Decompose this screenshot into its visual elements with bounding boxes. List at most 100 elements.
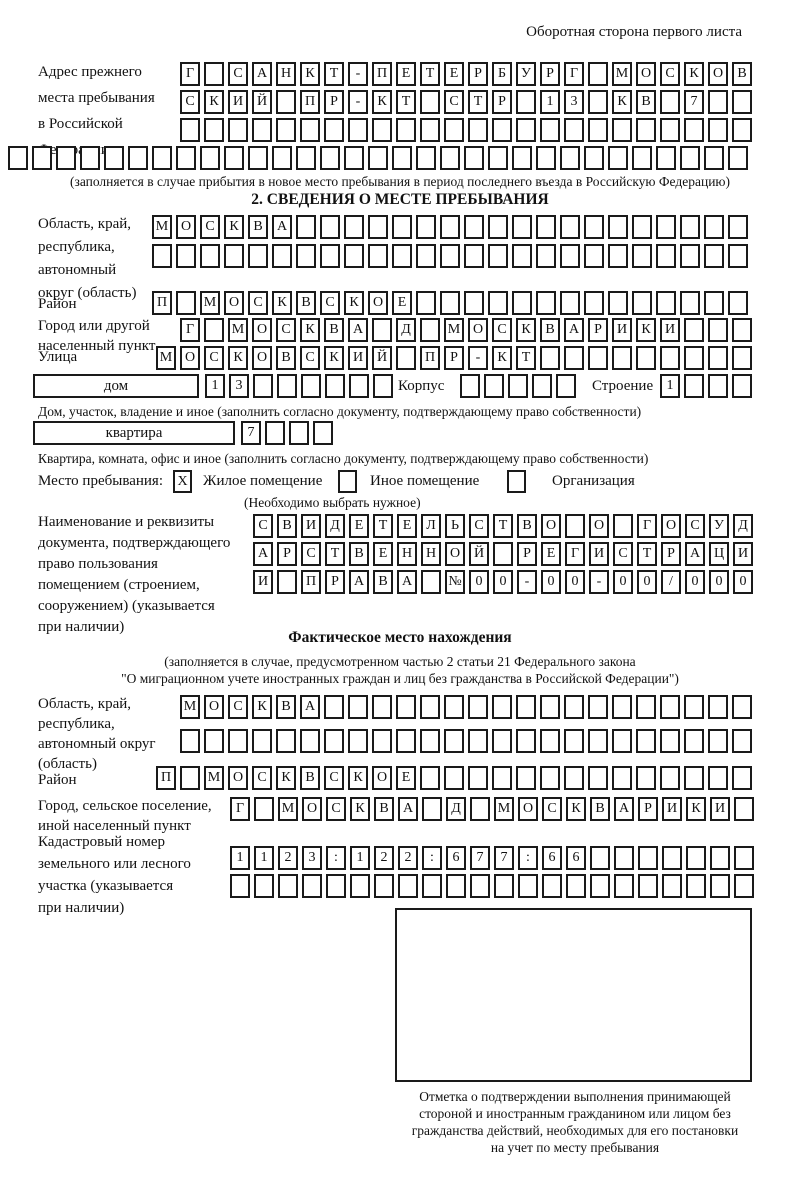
char-cell: К <box>684 62 704 86</box>
char-cell: К <box>566 797 586 821</box>
char-cell: 1 <box>660 374 680 398</box>
char-cell <box>228 729 248 753</box>
char-cell <box>444 695 464 719</box>
char-cell: В <box>590 797 610 821</box>
char-cell: 0 <box>565 570 585 594</box>
document-label-line1: Наименование и реквизиты <box>38 514 215 530</box>
char-cell <box>320 215 340 239</box>
char-cell <box>612 695 632 719</box>
char-cell <box>265 421 285 445</box>
char-cell: : <box>326 846 346 870</box>
char-cell <box>684 695 704 719</box>
char-cell: О <box>708 62 728 86</box>
char-cell <box>296 146 316 170</box>
char-cell: Г <box>564 62 584 86</box>
stamp-caption-line2: стороной и иностранным гражданином или л… <box>419 1106 731 1121</box>
char-cell: О <box>589 514 609 538</box>
char-cell <box>204 318 224 342</box>
char-cell <box>416 291 436 315</box>
char-cell <box>272 146 292 170</box>
char-cell <box>636 766 656 790</box>
char-cell: К <box>492 346 512 370</box>
option-organizatsiya-label: Организация <box>552 473 635 489</box>
settlement-label-line1: Город, сельское поселение, <box>38 798 212 814</box>
char-cell <box>704 244 724 268</box>
char-cell: Г <box>637 514 657 538</box>
char-cell: Т <box>493 514 513 538</box>
char-cell: С <box>252 766 272 790</box>
char-cell: О <box>302 797 322 821</box>
stay-place-label: Место пребывания: <box>38 473 163 489</box>
char-cell: Ь <box>445 514 465 538</box>
char-cell: О <box>180 346 200 370</box>
char-cell <box>508 374 528 398</box>
char-cell <box>492 766 512 790</box>
char-cell <box>253 374 273 398</box>
char-cell: - <box>589 570 609 594</box>
char-cell <box>532 374 552 398</box>
char-cell: С <box>542 797 562 821</box>
char-cell: 1 <box>230 846 250 870</box>
char-cell: С <box>228 62 248 86</box>
char-cell: 0 <box>493 570 513 594</box>
char-cell: К <box>344 291 364 315</box>
actual-location-title: Фактическое место нахождения <box>288 629 512 646</box>
char-cell: Е <box>396 766 416 790</box>
document-label-line2: документа, подтверждающего <box>38 535 231 551</box>
char-cell: С <box>613 542 633 566</box>
char-cell <box>277 570 297 594</box>
char-cell: Е <box>392 291 412 315</box>
char-cell <box>396 346 416 370</box>
char-cell <box>344 244 364 268</box>
char-cell <box>516 695 536 719</box>
char-cell: У <box>516 62 536 86</box>
char-cell <box>704 146 724 170</box>
char-cell <box>556 374 576 398</box>
char-cell <box>300 118 320 142</box>
char-cell: О <box>661 514 681 538</box>
char-cell: Р <box>517 542 537 566</box>
char-cell <box>684 118 704 142</box>
char-cell: И <box>710 797 730 821</box>
char-cell <box>348 118 368 142</box>
char-cell: К <box>276 766 296 790</box>
char-cell: И <box>228 90 248 114</box>
char-cell: Й <box>372 346 392 370</box>
prev-address-label-line3: в Российской <box>38 116 123 132</box>
char-cell <box>708 318 728 342</box>
char-cell <box>416 146 436 170</box>
char-cell <box>488 291 508 315</box>
char-cell: М <box>152 215 172 239</box>
char-cell <box>204 729 224 753</box>
char-cell <box>302 874 322 898</box>
char-cell: В <box>374 797 394 821</box>
char-cell <box>180 118 200 142</box>
char-cell: О <box>252 346 272 370</box>
char-cell: А <box>272 215 292 239</box>
char-cell: О <box>368 291 388 315</box>
char-cell: № <box>445 570 465 594</box>
char-cell: 1 <box>254 846 274 870</box>
char-cell: 0 <box>733 570 753 594</box>
char-cell <box>313 421 333 445</box>
char-cell <box>732 766 752 790</box>
char-cell: С <box>324 766 344 790</box>
char-cell <box>728 146 748 170</box>
char-cell: 3 <box>564 90 584 114</box>
prev-address-note: (заполняется в случае прибытия в новое м… <box>69 174 731 189</box>
char-cell <box>349 374 369 398</box>
char-cell: Т <box>420 62 440 86</box>
stamp-caption: Отметка о подтверждении выполнения прини… <box>360 1088 790 1156</box>
char-cell <box>276 729 296 753</box>
char-cell: О <box>445 542 465 566</box>
char-cell <box>564 695 584 719</box>
char-cell <box>80 146 100 170</box>
char-cell <box>590 874 610 898</box>
actual-location-note-line1: (заполняется в случае, предусмотренном ч… <box>164 654 636 669</box>
option-inoe-label: Иное помещение <box>370 473 480 489</box>
char-cell: И <box>662 797 682 821</box>
char-cell <box>638 874 658 898</box>
char-cell <box>612 766 632 790</box>
street-label: Улица <box>38 349 78 365</box>
